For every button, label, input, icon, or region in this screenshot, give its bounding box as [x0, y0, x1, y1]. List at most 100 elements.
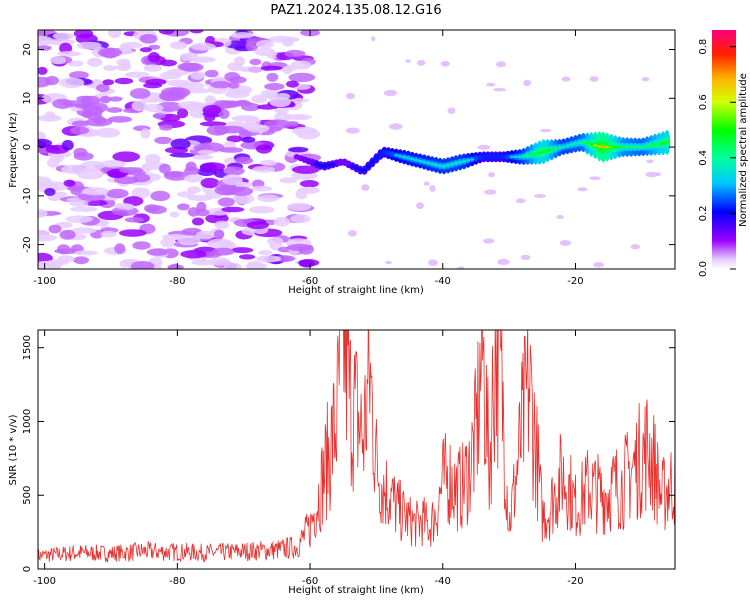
- spectrogram-noise-blob: [38, 138, 53, 148]
- spectrogram-noise-blob: [70, 206, 98, 212]
- spectrogram-noise-blob: [274, 106, 289, 114]
- snr-y-axis: 0 500 1000 1500: [22, 335, 675, 572]
- spectrogram-ridge-cell: [581, 141, 586, 144]
- spectrogram-noise-blob: [73, 30, 94, 39]
- spectrogram-noise-blob: [166, 87, 191, 98]
- spectrogram-noise-blob: [177, 108, 189, 119]
- spectrogram-noise-blob: [213, 125, 229, 135]
- spectrogram-noise-blob: [177, 234, 201, 246]
- spectrogram-noise-blob: [158, 30, 175, 35]
- spectrogram-noise-blob: [61, 100, 86, 107]
- spectrogram-ridge-cell: [485, 154, 491, 160]
- figure-title: PAZ1.2024.135.08.12.G16: [270, 3, 441, 18]
- spectrogram-noise-blob: [74, 250, 98, 256]
- spectrogram-noise-blob: [102, 79, 115, 86]
- spectrogram-noise-blob: [287, 121, 299, 127]
- spectrogram-faint-blob: [371, 36, 376, 42]
- spectrogram-faint-blob: [488, 171, 495, 178]
- spectrogram-noise-blob: [192, 154, 213, 160]
- spectrogram-noise-blob: [283, 114, 304, 120]
- spectrogram-noise-blob: [298, 186, 320, 194]
- spectrogram-ridge-cell: [633, 145, 637, 149]
- spectrogram-ridge-cell: [445, 163, 451, 167]
- snr-y-tick-label: 500: [22, 486, 33, 505]
- spectrogram-ridge-cell: [433, 163, 439, 167]
- spectrogram-noise-blob: [192, 217, 204, 226]
- spectrogram-faint-blob: [523, 79, 532, 87]
- spectrogram-noise-blob: [82, 187, 109, 196]
- spectrogram-noise-blob: [213, 229, 225, 239]
- spectrogram-noise-blob: [204, 113, 216, 122]
- spectrogram-noise-blob: [245, 262, 268, 269]
- snr-x-tick-label: -40: [435, 576, 451, 587]
- spectrogram-faint-blob: [593, 262, 605, 268]
- spectrogram-noise-blob: [140, 97, 163, 103]
- spectrogram-noise-blob: [73, 147, 88, 158]
- spectrogram-noise-blob: [154, 136, 173, 145]
- spectrogram-noise-blob: [116, 58, 131, 66]
- spectrogram-faint-blob: [483, 238, 495, 244]
- spectrogram-noise-blob: [163, 171, 190, 181]
- spectrogram-faint-blob: [520, 254, 531, 260]
- spectrogram-ridge-cell: [573, 142, 578, 146]
- spectrogram-x-tick-label: -20: [567, 276, 583, 287]
- spectrogram-ridge-cell: [521, 155, 526, 158]
- spectrogram-noise-blob: [44, 188, 56, 196]
- spectrogram-noise-blob: [224, 72, 241, 82]
- spectrogram-ridge-cell: [665, 141, 669, 144]
- spectrogram-faint-blob: [440, 60, 450, 67]
- snr-y-tick-label: 0: [22, 566, 33, 572]
- spectrogram-ridge-cell: [625, 145, 629, 149]
- spectrogram-noise-blob: [284, 49, 306, 58]
- spectrogram-noise-blob: [199, 162, 226, 171]
- spectrogram-ridge-cell: [429, 162, 435, 166]
- snr-content: [38, 330, 675, 564]
- spectrogram-ridge-cell: [414, 158, 419, 162]
- spectrogram-noise-blob: [167, 79, 191, 87]
- spectrogram-noise-blob: [53, 191, 68, 198]
- spectrogram-noise-blob: [99, 160, 126, 168]
- spectrogram-noise-blob: [38, 208, 48, 218]
- spectrogram-ridge-cell: [369, 160, 376, 165]
- spectrogram-faint-blob: [389, 123, 403, 130]
- spectrogram-ridge-cell: [469, 158, 475, 161]
- snr-y-axis-label: SNR (10 * v/v): [8, 414, 19, 485]
- spectrogram-noise-blob: [177, 62, 200, 71]
- spectrogram-ridge-cell: [533, 152, 538, 155]
- spectrogram-noise-blob: [273, 217, 291, 227]
- spectrogram-noise-blob: [143, 103, 164, 113]
- spectrogram-noise-blob: [76, 95, 93, 102]
- spectrogram-noise-blob: [204, 69, 219, 78]
- spectrogram-ridge-cell: [553, 147, 558, 150]
- spectrogram-noise-blob: [52, 32, 74, 40]
- spectrogram-noise-blob: [217, 197, 235, 207]
- spectrogram-ridge-cell: [594, 144, 597, 147]
- spectrogram-noise-blob: [288, 72, 316, 82]
- spectrogram-noise-blob: [57, 244, 71, 255]
- spectrogram-noise-blob: [167, 264, 184, 269]
- spectrogram-noise-blob: [139, 47, 152, 53]
- spectrogram-faint-blob: [556, 215, 564, 219]
- spectrogram-noise-blob: [298, 259, 320, 267]
- spectrogram-noise-blob: [202, 105, 222, 115]
- spectrogram-ridge-cell: [517, 155, 522, 159]
- spectrogram-faint-blob: [423, 181, 430, 186]
- spectrogram-ridge-cell: [561, 145, 566, 149]
- spectrogram-ridge-cell: [661, 142, 665, 145]
- spectrogram-noise-blob: [106, 107, 123, 113]
- spectrogram-noise-blob: [130, 261, 155, 269]
- spectrogram-faint-blob: [645, 171, 658, 178]
- spectrogram-faint-blob: [589, 176, 601, 180]
- spectrogram-noise-blob: [119, 229, 147, 237]
- spectrogram-faint-blob: [405, 59, 411, 63]
- spectrogram-noise-blob: [119, 167, 144, 174]
- colorbar-ticks: 0.0 0.2 0.4 0.6 0.8: [698, 39, 736, 277]
- spectrogram-ridge-cell: [377, 152, 384, 157]
- spectrogram-ridge-cell: [329, 162, 336, 167]
- spectrogram-noise-blob: [226, 135, 243, 143]
- spectrogram-noise-blob: [197, 149, 215, 155]
- spectrogram-noise-blob: [190, 71, 206, 80]
- spectrogram-noise-blob: [249, 58, 262, 66]
- spectrogram-noise-blob: [191, 56, 216, 63]
- spectrogram-noise-blob: [211, 247, 235, 256]
